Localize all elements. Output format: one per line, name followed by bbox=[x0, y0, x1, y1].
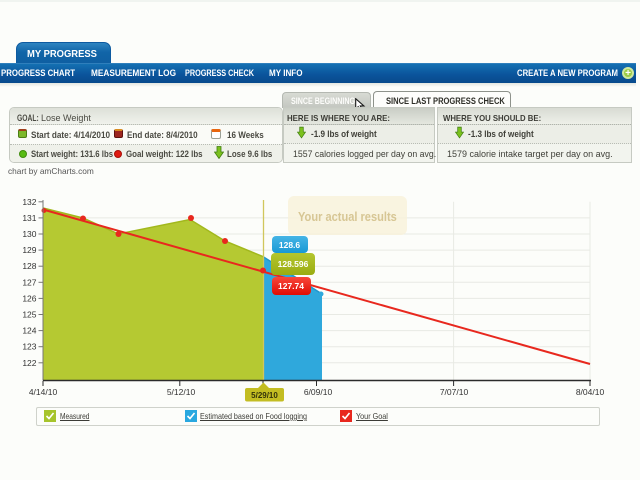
svg-text:129: 129 bbox=[22, 245, 36, 255]
svg-text:7/07/10: 7/07/10 bbox=[440, 387, 469, 397]
svg-text:131: 131 bbox=[22, 213, 36, 223]
svg-text:5/12/10: 5/12/10 bbox=[167, 387, 196, 397]
svg-text:8/04/10: 8/04/10 bbox=[576, 387, 605, 397]
svg-text:122: 122 bbox=[22, 358, 36, 368]
svg-text:132: 132 bbox=[22, 197, 36, 207]
svg-text:124: 124 bbox=[22, 326, 36, 336]
svg-text:4/14/10: 4/14/10 bbox=[29, 387, 58, 397]
svg-text:125: 125 bbox=[22, 310, 36, 320]
svg-text:127: 127 bbox=[22, 277, 36, 287]
svg-text:128: 128 bbox=[22, 261, 36, 271]
svg-text:123: 123 bbox=[22, 342, 36, 352]
svg-text:130: 130 bbox=[22, 229, 36, 239]
svg-text:5/29/10: 5/29/10 bbox=[251, 391, 278, 400]
svg-text:126: 126 bbox=[22, 293, 36, 303]
svg-text:6/09/10: 6/09/10 bbox=[304, 387, 333, 397]
